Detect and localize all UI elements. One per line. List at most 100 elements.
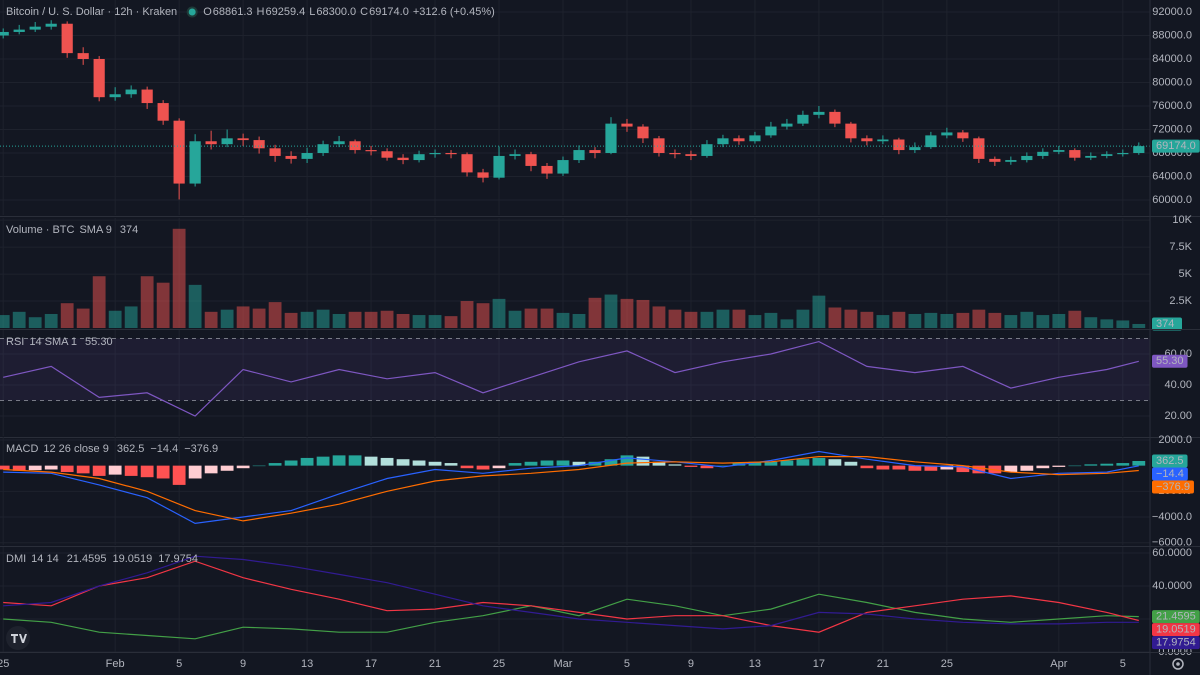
x-tick-label: 17 [813,658,825,670]
macd-histogram-bar [540,460,554,466]
volume-bar [60,303,74,328]
price-label-bg [1152,467,1188,481]
gear-center [1176,662,1180,666]
legend-text: SMA 9 [79,224,111,236]
legend-text: 14 SMA 1 [29,336,77,348]
volume-bar [1004,315,1018,328]
macd-histogram-bar [444,463,458,466]
macd-histogram-bar [156,465,170,479]
candle-body [893,139,905,151]
volume-bar [92,276,106,328]
candle-body [621,123,633,127]
x-tick-label: 17 [365,658,377,670]
x-tick-label: 5 [176,658,182,670]
logo[interactable] [6,626,30,650]
x-tick-label: 21 [877,658,889,670]
volume-bar [988,312,1002,328]
y-tick-label: 92000.0 [1152,6,1192,18]
macd-histogram-bar [252,465,266,467]
candle-body [637,126,649,139]
candle-body [1005,160,1017,162]
volume-bar [1084,317,1098,328]
y-tick-label: 2000.0 [1158,434,1192,446]
volume-bar [540,308,554,328]
macd-histogram-bar [1132,460,1146,466]
volume-bar [140,276,154,328]
macd-histogram-bar [588,461,602,466]
macd-histogram-bar [940,465,954,470]
volume-bar [1068,310,1082,328]
macd-histogram-bar [764,461,778,466]
logo-mark [11,634,27,643]
volume-bar [796,309,810,328]
macd-histogram-bar [44,465,58,470]
macd-histogram-bar [1116,463,1130,466]
volume-bar [460,301,474,328]
candle-body [877,139,889,142]
candle-body [333,141,345,145]
x-tick-label: 5 [624,658,630,670]
x-tick-label: Feb [106,658,125,670]
candle-body [237,138,249,141]
legend-text: 374 [120,224,138,236]
macd-histogram-bar [956,465,970,473]
candle-body [989,158,1001,162]
volume-bar [12,311,26,328]
macd-histogram-bar [28,465,42,471]
macd-histogram-bar [1084,464,1098,466]
candle-body [461,154,473,173]
volume-bar [668,309,682,328]
volume-bar [764,312,778,328]
macd-histogram-bar [812,457,826,466]
macd-histogram-bar [876,465,890,470]
macd-histogram-bar [188,465,202,479]
macd-histogram-bar [428,461,442,466]
volume-bar [876,315,890,328]
price-label-bg [1152,610,1200,624]
legend-text: L [309,6,315,18]
price-label-bg [1152,139,1200,153]
macd-histogram-bar [380,457,394,466]
volume-bar [1116,320,1130,328]
x-tick-label: 25 [941,658,953,670]
volume-bar [924,312,938,328]
macd-histogram-bar [1100,463,1114,466]
macd-histogram-bar [924,465,938,471]
candle-body [797,114,809,124]
macd-histogram-bar [508,463,522,466]
y-tick-label: 20.00 [1164,410,1192,422]
dmi-line [3,555,1139,630]
macd-histogram-bar [220,465,234,471]
y-tick-label: 60000.0 [1152,194,1192,206]
price-label: 21.4595 [1156,610,1196,622]
candle-body [141,89,153,104]
legend-text: 17.9754 [158,553,198,565]
macd-histogram-bar [1036,465,1050,469]
volume-bar [156,282,170,328]
candle-body [397,157,409,161]
macd-histogram-bar [460,465,474,469]
legend-text: RSI [6,336,24,348]
macd-histogram-bar [124,465,138,476]
volume-bar [860,311,874,328]
settings-button[interactable] [1172,658,1184,670]
macd-histogram-bar [476,465,490,470]
candle-body [189,141,201,184]
candle-body [45,23,57,27]
volume-bar [124,306,138,328]
legend-text: 12 26 close 9 [43,443,108,455]
volume-bar [572,313,586,328]
volume-bar [908,313,922,328]
volume-bar [76,308,90,328]
candle-body [781,123,793,127]
legend-text: 69174.0 [369,6,409,18]
volume-bar [1036,315,1050,328]
macd-histogram-bar [140,465,154,478]
candle-body [477,172,489,178]
volume-bar [1052,313,1066,328]
candle-body [365,150,377,152]
legend-text: 14 14 [31,553,59,565]
legend-text: MACD [6,443,38,455]
macd-histogram-bar [1052,465,1066,467]
